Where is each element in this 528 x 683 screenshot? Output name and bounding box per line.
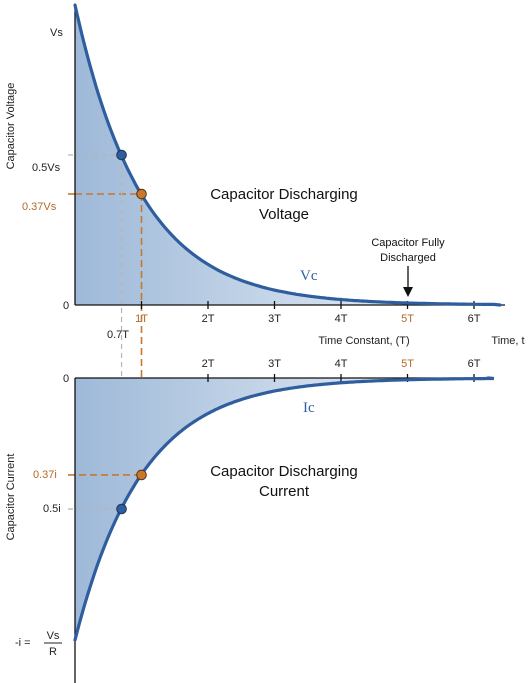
current-curve-label: Ic [303,400,315,416]
voltage-title-line2: Voltage [259,206,309,223]
r-denominator: R [49,646,57,658]
point-0-37i [136,469,147,481]
fully-discharged-arrow-head [403,287,413,297]
current-x-tick-label-5t: 5T [401,358,414,370]
voltage-x-tick-label-3t: 3T [268,313,281,325]
current-y-axis-label: Capacitor Current [5,454,17,541]
voltage-x-tick-label-5t: 5T [401,313,414,325]
voltage-x-tick-label-1t: 1T [135,313,148,325]
voltage-area [75,5,494,305]
point-0-5vs [116,149,127,161]
voltage-x-tick-label-2t: 2T [202,313,215,325]
y-tick-0-37vs: 0.37Vs [22,201,57,213]
current-points [116,469,147,515]
voltage-x-tick-label-4t: 4T [335,313,348,325]
time-axis-label: Time, t [491,335,524,347]
voltage-points [116,149,147,200]
current-title-line2: Current [259,483,310,500]
y-tick-0-37i: 0.37i [33,469,57,481]
voltage-y-axis-label: Capacitor Voltage [5,83,17,170]
current-x-ticks: 2T 3T 4T 5T 6T [202,358,481,382]
y-tick-0-5i: 0.5i [43,503,61,515]
voltage-chart: 1T 2T 3T 4T 5T 6T Vs 0.5Vs 0.37Vs 0 Capacitor… [5,3,525,509]
y-tick-0-5vs: 0.5Vs [32,162,61,174]
current-curve [73,376,495,642]
voltage-title-line1: Capacitor Discharging [210,186,358,203]
point-0-37vs [136,188,147,200]
voltage-curve-label: Vc [300,268,318,284]
voltage-curve [73,3,502,307]
minus-i-prefix: -i = [15,637,31,649]
minus-i-equals-vs-over-r: -i = Vs R [15,630,62,658]
fully-discharged-line2: Discharged [380,252,436,264]
current-chart: 2T 3T 4T 5T 6T 0 0.37i 0.5i Capacitor Curren… [5,358,495,683]
current-guides [68,474,142,510]
current-x-tick-label-2t: 2T [202,358,215,370]
y-tick-zero-voltage: 0 [63,300,69,312]
point-0-5i [116,503,127,515]
y-tick-vs: Vs [50,27,63,39]
y-tick-zero-current: 0 [63,373,69,385]
vs-numerator: Vs [47,630,60,642]
voltage-x-axis-label: Time Constant, (T) [318,335,409,347]
current-title-line1: Capacitor Discharging [210,463,358,480]
current-x-tick-label-3t: 3T [268,358,281,370]
current-area [75,378,494,640]
fully-discharged-line1: Capacitor Fully [371,237,445,249]
voltage-x-ticks: 1T 2T 3T 4T 5T 6T [135,301,481,325]
x-label-0-7t: 0.7T [107,329,129,341]
current-x-tick-label-6t: 6T [468,358,481,370]
current-x-tick-label-4t: 4T [335,358,348,370]
voltage-x-tick-label-6t: 6T [468,313,481,325]
